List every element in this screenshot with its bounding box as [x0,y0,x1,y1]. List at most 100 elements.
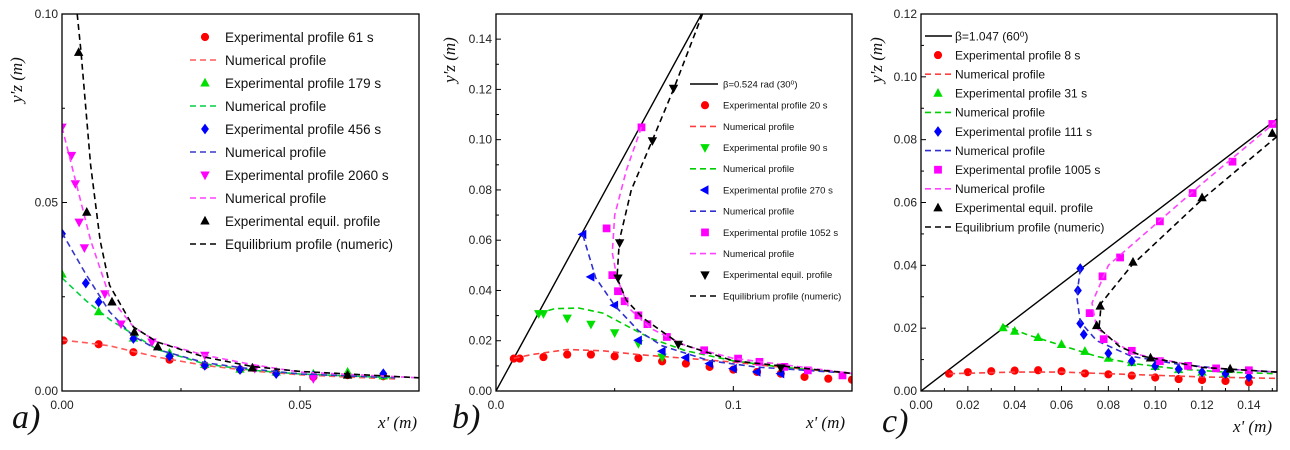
profile-curve [616,14,852,375]
data-point [824,374,833,383]
data-point [62,228,66,240]
series-9-markers [1091,128,1277,373]
data-point [94,296,103,308]
data-point [1128,256,1138,266]
data-point [152,341,163,351]
legend-marker [700,271,710,281]
chart-panel-a: 0.00 0.05 0.00 0.05 0.10 Experimental profile… [7,7,420,436]
legend-marker [699,185,709,195]
x-tick-label: 0.02 [956,398,980,412]
legend-marker [701,228,709,237]
y-tick-label: 0.12 [894,7,918,21]
legend-marker [934,165,942,174]
legend: β=1.047 (60⁰) Experimental profile 8 s Num… [925,29,1104,234]
legend-label: Experimental profile 111 s [955,125,1092,139]
data-point [647,137,658,146]
y-tick-label: 0.02 [894,321,918,335]
data-point [586,350,596,359]
data-point [1034,366,1043,375]
x-axis-label: x' (m) [1232,417,1272,436]
data-point [1228,157,1237,166]
legend-label: Equilibrium profile (numeric) [225,237,393,252]
data-point [129,326,140,336]
data-point [751,367,761,377]
legend-label: Experimental profile 1052 s [723,228,838,239]
data-point [998,322,1008,332]
y-tick-label: 0.08 [894,133,918,147]
data-point [586,320,596,330]
plot-frame [61,13,420,392]
legend-label: Experimental profile 31 s [955,87,1087,101]
data-point [562,314,572,324]
data-point [656,346,666,356]
y-tick-label: 0.10 [469,133,493,147]
data-point [74,218,84,228]
profile-curve [1002,324,1277,375]
data-point [165,350,174,362]
legend-marker [700,144,710,153]
data-point [776,364,786,374]
legend-label: Numerical profile [723,207,794,218]
data-point [1244,371,1253,383]
y-axis-label: y'z (m) [440,37,459,85]
legend-marker [200,171,210,181]
legend-label: Numerical profile [225,53,326,68]
data-point [563,350,572,359]
data-point [1079,329,1088,340]
legend-label: Numerical profile [955,68,1045,82]
data-point [1145,352,1156,362]
x-tick-label: 0.0 [488,398,505,412]
legend-label: β=0.524 rad (30⁰) [723,79,798,90]
x-axis-label: x' (m) [805,413,845,432]
y-tick-label: 0.10 [35,7,59,21]
y-tick-label: 0.00 [469,384,493,398]
legend-label: Experimental profile 270 s [723,185,833,196]
legend-label: Experimental profile 179 s [225,76,381,91]
legend-label: Numerical profile [723,122,794,133]
x-tick-label: 0.05 [288,398,312,412]
data-point [82,207,92,216]
y-tick-label: 0.14 [469,32,493,46]
data-point [633,335,642,345]
y-tick-label: 0.06 [469,233,493,247]
legend: Experimental profile 61 s Numerical profi… [190,30,393,252]
data-point [73,47,84,56]
data-point [963,368,972,377]
y-axis-label: y'z (m) [867,37,886,85]
legend: β=0.524 rad (30⁰) Experimental profile 20… [690,79,841,302]
profile-curve [62,277,396,379]
legend-label: Equilibrium profile (numeric) [955,220,1104,234]
data-point [70,180,81,189]
legend-marker [933,202,943,212]
y-axis-label: y'z (m) [7,57,26,105]
y-tick-label: 0.08 [469,183,493,197]
chart-panel-c: 0.00 0.02 0.04 0.06 0.08 0.10 0.12 0.14 0.00 0.02… [867,7,1278,440]
data-point [987,367,996,376]
x-tick-label: 0.00 [50,398,74,412]
data-point [107,296,117,306]
legend-label: Numerical profile [955,106,1045,120]
data-point [614,287,622,296]
y-tick-label: 0.06 [894,196,918,210]
y-tick-label: 0.05 [35,196,59,210]
data-point [1080,346,1090,355]
x-tick-label: 0.10 [1144,398,1168,412]
legend-label: β=1.047 (60⁰) [955,29,1028,43]
profile-curve [1098,135,1277,373]
data-point [62,268,67,278]
x-tick-label: 0.1 [725,398,742,412]
y-tick-label: 0.00 [35,384,59,398]
panel-label: b) [452,399,480,436]
data-point [634,311,643,320]
profile-curve [62,126,419,379]
data-point [1127,355,1136,367]
data-point [1098,272,1107,281]
data-point [1174,363,1183,375]
data-point [609,329,620,338]
profile-curve [76,14,419,379]
legend-label: Numerical profile [225,191,326,206]
x-tick-label: 0.00 [909,398,933,412]
y-tick-label: 0.12 [469,82,493,96]
data-point [1225,363,1235,373]
